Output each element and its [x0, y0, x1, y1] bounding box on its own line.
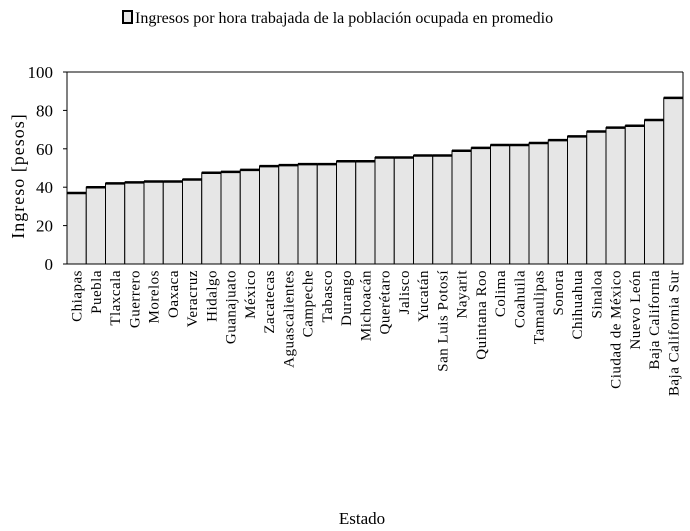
y-tick-label: 80 [36, 101, 53, 120]
x-tick-label: Baja California Sur [666, 270, 682, 396]
bar [143, 180, 164, 265]
bar [239, 169, 260, 265]
y-tick-label: 0 [45, 255, 54, 274]
bars [66, 96, 684, 265]
x-tick-label: Durango [339, 270, 355, 326]
bar [528, 142, 549, 265]
bar [374, 156, 395, 265]
bar [470, 147, 491, 265]
x-tick-label: Guanajuato [224, 270, 240, 344]
bar [259, 165, 280, 265]
x-tick-label: Campeche [301, 270, 317, 337]
bar [336, 160, 357, 265]
bar [663, 97, 684, 265]
x-tick-label: Sonora [551, 270, 567, 316]
x-tick-label: Veracruz [185, 270, 201, 327]
bar [124, 181, 145, 265]
bar [605, 127, 626, 265]
bar [355, 160, 376, 265]
x-tick-label: Michoacán [358, 270, 374, 341]
x-tick-label: Colima [493, 270, 509, 317]
x-tick-label: Tabasco [320, 270, 336, 322]
bar [278, 164, 299, 265]
bar [105, 182, 126, 265]
bar [451, 150, 472, 265]
x-tick-label: San Luis Potosí [435, 270, 451, 372]
x-tick-label: Puebla [89, 270, 105, 314]
x-axis-labels: Chiapas Puebla Tlaxcala Guerrero Morelos Oaxa… [70, 270, 683, 396]
bar [644, 119, 665, 265]
bar [413, 155, 434, 265]
bar [432, 155, 453, 265]
bar [624, 125, 645, 265]
x-tick-label: México [243, 270, 259, 319]
legend: Ingresos por hora trabajada de la poblac… [122, 10, 553, 27]
bar [201, 172, 222, 265]
x-tick-label: Sinaloa [589, 270, 605, 319]
bar [586, 131, 607, 265]
x-tick-label: Baja California [647, 270, 663, 370]
x-tick-label: Querétaro [378, 270, 394, 334]
x-tick-label: Zacatecas [262, 270, 278, 334]
y-tick-label: 40 [36, 178, 53, 197]
x-tick-label: Coahuila [512, 270, 528, 328]
y-tick-label: 20 [36, 217, 53, 236]
x-tick-label: Morelos [147, 270, 163, 324]
bar [490, 144, 511, 265]
y-axis-title: Ingreso [pesos] [8, 113, 28, 238]
bar [547, 139, 568, 265]
x-tick-label: Nuevo León [628, 270, 644, 350]
bar [316, 163, 337, 265]
x-tick-label: Chiapas [70, 270, 86, 322]
x-axis-title: Estado [339, 509, 385, 528]
x-tick-label: Tamaulipas [532, 270, 548, 344]
x-tick-label: Nayarit [455, 270, 471, 319]
y-axis-ticks: 0 20 40 60 80 100 [28, 63, 67, 274]
x-tick-label: Guerrero [127, 270, 143, 328]
bar [393, 156, 414, 265]
x-tick-label: Aguascalientes [281, 270, 297, 368]
bar [182, 179, 203, 265]
y-tick-label: 60 [36, 140, 53, 159]
bar [85, 186, 106, 265]
x-tick-label: Oaxaca [166, 270, 182, 318]
legend-label: Ingresos por hora trabajada de la poblac… [135, 10, 553, 27]
bar [297, 163, 318, 265]
bar [509, 144, 530, 265]
bar [567, 135, 588, 265]
x-tick-label: Yucatán [416, 270, 432, 322]
bar [220, 171, 241, 265]
legend-swatch [122, 10, 133, 24]
x-tick-label: Ciudad de México [609, 270, 625, 389]
x-tick-label: Quintana Roo [474, 270, 490, 360]
bar [162, 180, 183, 265]
x-tick-label: Hidalgo [204, 270, 220, 322]
y-tick-label: 100 [28, 63, 54, 82]
x-tick-label: Tlaxcala [108, 270, 124, 326]
bar [66, 192, 87, 265]
x-tick-label: Jalisco [397, 270, 413, 314]
x-tick-label: Chihuahua [570, 270, 586, 340]
